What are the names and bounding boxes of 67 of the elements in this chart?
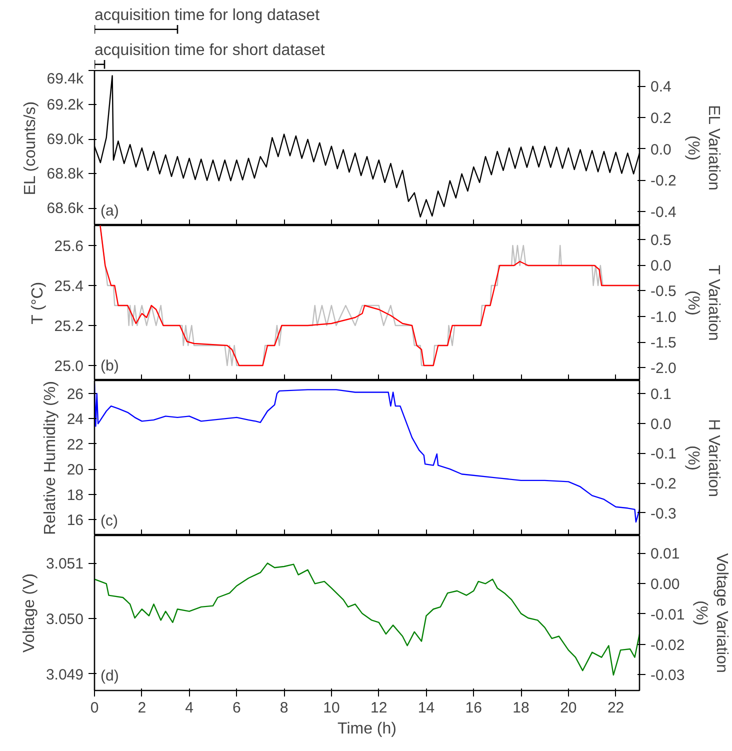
y-axis-title: T (°C)	[29, 282, 46, 324]
y-tick-label: 25.6	[54, 238, 84, 255]
y-tick-label: 3.050	[46, 611, 84, 628]
x-tick-label: 22	[607, 700, 624, 716]
y-axis-title: Voltage (V)	[20, 573, 38, 653]
y2-tick-label: 0.0	[650, 416, 672, 433]
y2-tick-label: -0.3	[650, 505, 676, 522]
y2-axis-title: H Variation (%)	[684, 419, 722, 497]
y2-tick-label: 0.5	[650, 232, 672, 249]
y-tick-label: 69.0k	[46, 130, 84, 148]
y-tick-label: 3.049	[46, 666, 84, 684]
text: acquisition time for short dataset	[94, 42, 326, 60]
y2-axis-title: Voltage Variation (%)	[692, 553, 730, 673]
y-tick-label: 25.0	[54, 358, 84, 375]
x-tick-label: 6	[232, 700, 241, 716]
y-tick-label: 68.6k	[46, 200, 84, 217]
annotation: (b)	[100, 358, 119, 374]
y2-tick-label: -0.01	[650, 606, 685, 624]
y-tick-label: 26	[66, 386, 84, 403]
line-series	[94, 75, 640, 218]
y2-tick-label: 0.2	[650, 110, 672, 127]
y-tick-label: 3.051	[46, 556, 84, 573]
x-tick-label: 14	[418, 700, 435, 716]
x-tick-label: 12	[370, 700, 388, 716]
x-tick-label: 4	[185, 700, 194, 716]
y-tick-label: 24	[66, 411, 84, 428]
y-tick-label: 69.4k	[46, 70, 84, 88]
y-axis-title: Relative Humidity (%)	[42, 381, 59, 535]
y-tick-label: 69.2k	[46, 96, 84, 114]
annotation: (a)	[100, 202, 119, 220]
x-tick-label: 0	[90, 700, 99, 716]
y2-tick-label: -0.03	[650, 667, 685, 684]
y2-tick-label: -0.2	[650, 476, 676, 493]
y-axis-title: EL (counts/s)	[22, 101, 39, 196]
y-tick-label: 16	[66, 512, 84, 529]
x-tick-label: 8	[280, 700, 288, 716]
y-tick-label: 22	[66, 436, 84, 454]
y2-tick-label: 0.00	[650, 576, 680, 594]
y-tick-label: 68.8k	[46, 165, 84, 182]
y2-tick-label: 0.4	[650, 78, 672, 96]
y2-tick-label: 0.0	[650, 258, 672, 275]
y2-tick-label: -0.1	[650, 446, 676, 463]
y2-tick-label: -0.4	[650, 204, 676, 221]
y-tick-label: 18	[66, 486, 84, 504]
y2-tick-label: 0.1	[650, 386, 672, 404]
annotation: (d)	[100, 668, 119, 684]
y2-tick-label: -2.0	[650, 360, 676, 378]
x-tick-label: 18	[512, 700, 530, 716]
x-tick-label: 16	[465, 700, 482, 716]
y-tick-label: 20	[66, 462, 84, 479]
y2-tick-label: -0.2	[650, 172, 676, 190]
x-tick-label: 10	[323, 700, 340, 716]
annotation: (c)	[100, 512, 118, 530]
y2-tick-label: -0.5	[650, 283, 676, 300]
text: acquisition time for long dataset	[94, 7, 320, 24]
y2-tick-label: 0.01	[650, 546, 680, 563]
y2-tick-label: -0.02	[650, 636, 685, 654]
y2-axis-title: EL Variation (%)	[684, 105, 722, 190]
x-tick-label: 20	[560, 700, 577, 716]
y-tick-label: 25.2	[54, 318, 84, 335]
y2-tick-label: 0.0	[650, 141, 672, 158]
x-tick-label: 2	[138, 700, 146, 716]
y2-tick-label: -1.0	[650, 308, 676, 326]
x-axis-title: Time (h)	[338, 720, 396, 738]
y-tick-label: 25.4	[54, 278, 84, 295]
y2-axis-title: T Variation (%)	[684, 264, 722, 341]
y2-tick-label: -1.5	[650, 334, 676, 352]
